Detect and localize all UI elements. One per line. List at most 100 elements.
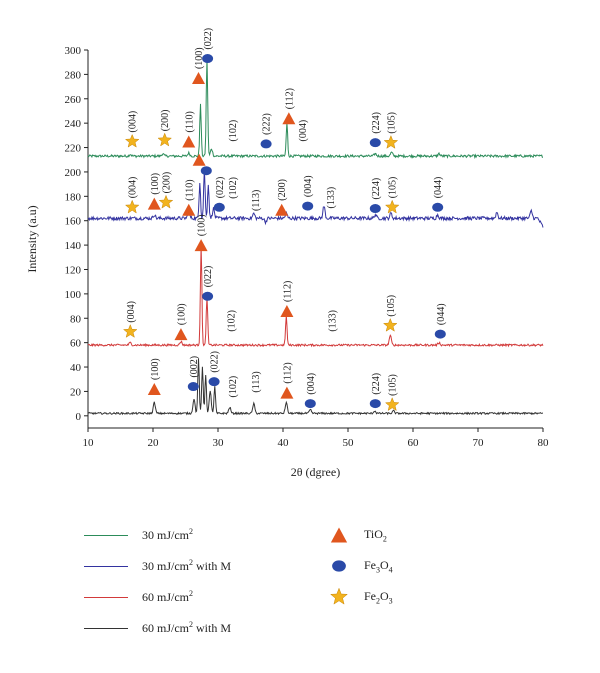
peak-label: (110) — [184, 179, 195, 200]
peak-label: (105) — [386, 295, 397, 317]
star-marker — [124, 199, 140, 214]
legend-item-series: 30 mJ/cm2 — [84, 527, 193, 543]
triangle-legend-marker — [330, 527, 348, 543]
triangle-marker — [192, 72, 205, 85]
peak-label: (224) — [371, 178, 382, 200]
peak-label: (100) — [150, 358, 161, 380]
phase-label-part: 2 — [376, 596, 380, 606]
legend-item-series: 30 mJ/cm2 with M — [84, 558, 231, 574]
peak-label: (224) — [371, 373, 382, 395]
triangle-marker — [275, 203, 289, 216]
legend-label-text: 30 mJ/cm — [142, 559, 189, 573]
peak-label: (102) — [228, 120, 239, 142]
peak-label: (004) — [306, 373, 317, 395]
x-tick-label: 50 — [343, 437, 355, 449]
peak-label: (200) — [160, 110, 171, 132]
peak-label: (200) — [162, 172, 173, 194]
circle-marker — [304, 399, 316, 409]
peak-label: (004) — [126, 301, 137, 323]
y-tick-label: 0 — [76, 411, 82, 423]
circle-marker — [200, 166, 212, 176]
triangle-marker — [174, 328, 188, 341]
circle-marker — [187, 382, 199, 392]
peak-label: (105) — [388, 374, 399, 396]
circle-marker — [302, 201, 314, 211]
x-axis-title: 2θ (dgree) — [291, 465, 340, 479]
peak-label: (110) — [184, 111, 195, 132]
peak-label: (224) — [371, 112, 382, 134]
y-tick-label: 240 — [65, 118, 82, 130]
legend-label-text: 60 mJ/cm — [142, 621, 189, 635]
y-tick-label: 160 — [65, 216, 82, 228]
star-marker — [384, 397, 400, 412]
y-tick-label: 120 — [65, 264, 82, 276]
legend-phase-label: Fe3O4 — [364, 558, 393, 574]
y-tick-label: 80 — [70, 313, 82, 325]
x-tick-label: 70 — [473, 437, 485, 449]
series-line-0 — [87, 57, 543, 160]
series-line-3 — [87, 358, 543, 416]
y-tick-label: 60 — [70, 338, 82, 350]
circle-marker — [260, 139, 272, 149]
legend-phase-label: TiO2 — [364, 527, 387, 543]
y-tick-label: 140 — [65, 240, 82, 252]
peak-label: (022) — [210, 351, 221, 373]
peak-label: (022) — [203, 266, 214, 288]
legend-line-swatch — [84, 534, 128, 536]
phase-label-part: O — [380, 588, 389, 603]
peak-label: (105) — [386, 112, 397, 134]
peak-label: (022) — [203, 28, 214, 50]
peak-label: (133) — [327, 310, 338, 332]
x-tick-label: 80 — [538, 437, 550, 449]
star-marker — [124, 133, 140, 148]
peak-label: (044) — [436, 303, 447, 325]
triangle-marker — [147, 197, 161, 210]
x-tick-label: 60 — [408, 437, 420, 449]
triangle-marker — [282, 112, 296, 125]
peak-label: (200) — [277, 179, 288, 201]
legend-line-swatch — [84, 565, 128, 567]
y-tick-label: 200 — [65, 167, 82, 179]
peak-label: (100) — [176, 303, 187, 325]
peak-label: (105) — [388, 177, 399, 199]
peak-label: (112) — [284, 88, 295, 109]
star-legend-marker — [330, 587, 348, 605]
y-tick-label: 280 — [65, 69, 82, 81]
triangle-marker — [280, 304, 294, 317]
phase-label-part: Fe — [364, 588, 376, 603]
legend-line-swatch — [84, 596, 128, 598]
phase-label-part: 3 — [388, 596, 393, 606]
legend-line-swatch — [84, 627, 128, 629]
circle-icon — [332, 560, 346, 572]
circle-marker — [202, 54, 214, 64]
circle-marker — [432, 202, 444, 212]
triangle-marker — [182, 135, 196, 148]
star-marker — [382, 317, 398, 332]
legend-label: 30 mJ/cm2 — [142, 527, 193, 543]
peak-label: (100) — [197, 214, 208, 236]
legend-phase-label: Fe2O3 — [364, 589, 393, 605]
y-tick-label: 300 — [65, 45, 82, 57]
x-tick-label: 30 — [213, 437, 225, 449]
peak-label: (133) — [326, 187, 337, 209]
legend-label-superscript: 2 — [189, 620, 193, 629]
triangle-marker — [147, 382, 161, 395]
legend-item-series: 60 mJ/cm2 — [84, 589, 193, 605]
legend-label-superscript: 2 — [189, 589, 193, 598]
phase-label-part: 4 — [388, 565, 393, 575]
star-marker — [383, 135, 399, 149]
peak-label: (004) — [303, 175, 314, 197]
circle-marker — [434, 329, 446, 339]
legend-label-superscript: 2 — [189, 527, 193, 536]
star-marker — [158, 194, 174, 209]
triangle-marker — [192, 153, 206, 166]
legend-label-suffix: with M — [193, 559, 232, 573]
triangle-marker — [194, 239, 208, 252]
circle-marker — [369, 138, 381, 148]
peak-label: (002) — [189, 356, 200, 378]
peak-label: (102) — [228, 376, 239, 398]
peak-label: (113) — [251, 190, 262, 211]
triangle-marker — [280, 386, 294, 399]
circle-marker — [202, 291, 214, 301]
series-line-1 — [87, 168, 544, 228]
